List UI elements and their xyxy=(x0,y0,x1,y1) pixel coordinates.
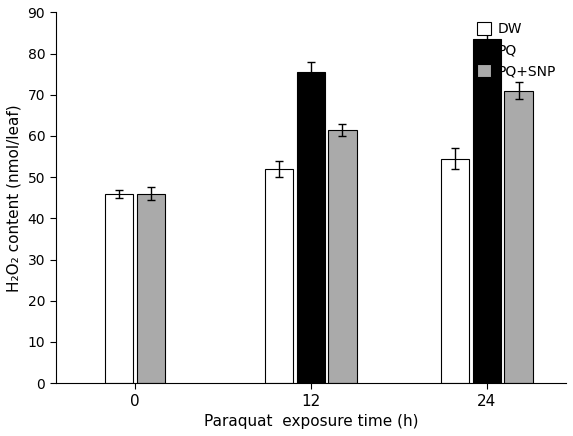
X-axis label: Paraquat  exposure time (h): Paraquat exposure time (h) xyxy=(203,414,418,429)
Bar xyxy=(265,169,293,383)
Bar xyxy=(328,130,356,383)
Bar xyxy=(473,39,501,383)
Bar xyxy=(105,194,133,383)
Bar xyxy=(136,194,164,383)
Bar xyxy=(297,72,325,383)
Y-axis label: H₂O₂ content (nmol/leaf): H₂O₂ content (nmol/leaf) xyxy=(7,104,22,292)
Legend: DW, PQ, PQ+SNP: DW, PQ, PQ+SNP xyxy=(474,19,559,81)
Bar xyxy=(441,159,469,383)
Bar xyxy=(504,91,533,383)
